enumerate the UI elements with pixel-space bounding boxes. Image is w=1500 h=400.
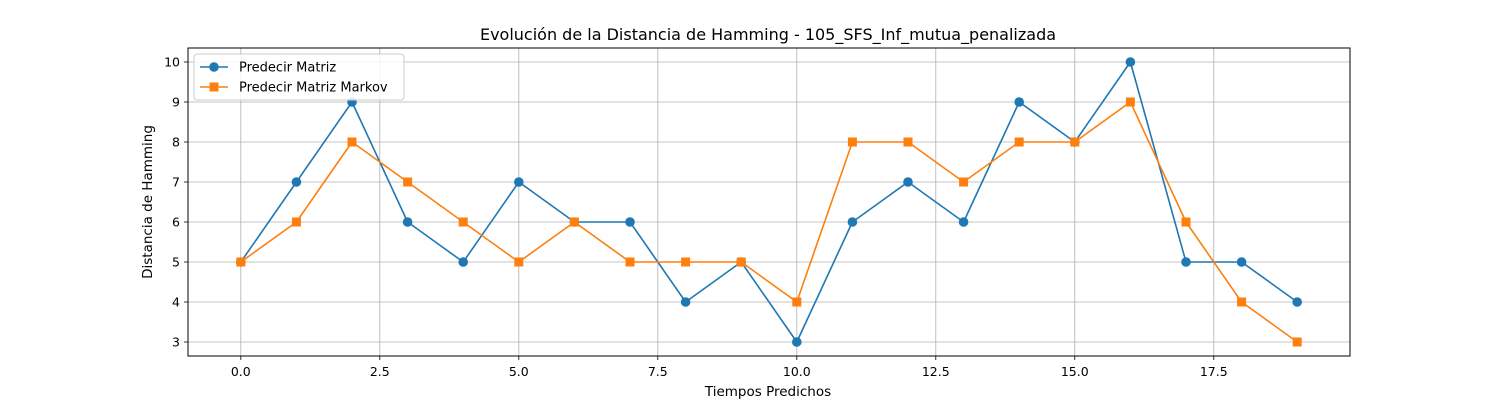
data-point [347,137,357,147]
x-tick-label: 17.5 [1200,364,1228,379]
y-tick-label: 5 [172,255,180,270]
data-point [514,257,524,267]
series-layer [236,57,1302,347]
x-tick-label: 5.0 [509,364,529,379]
data-point [736,257,746,267]
data-point [236,257,246,267]
y-tick-label: 6 [172,215,180,230]
data-point [847,217,858,227]
data-point [291,177,302,187]
data-point [1181,217,1191,227]
series-1 [236,57,1302,347]
y-axis-label: Distancia de Hamming [140,125,156,279]
axis-ticks: 0.0 2.5 5.0 7.5 10.0 12.5 15.0 17.5 3 4 5 6 7 8 9 10 [164,55,1228,380]
legend-marker [209,62,219,72]
data-point [1014,97,1024,107]
data-point [625,217,635,227]
chart-title: Evolución de la Distancia de Hamming - 1… [480,25,1056,45]
legend-item: Predecir Matriz [200,61,336,76]
x-axis-label: Tiempos Predichos [704,384,831,400]
x-tick-label: 12.5 [922,364,950,379]
series-2 [236,97,1302,347]
y-tick-label: 10 [164,55,180,70]
data-point [625,257,635,267]
data-point [458,257,469,267]
data-point [1125,57,1136,67]
data-point [791,337,802,347]
data-point [1125,97,1135,107]
data-point [1181,257,1191,267]
data-point [1070,137,1080,147]
data-point [1292,337,1302,347]
x-tick-label: 7.5 [648,364,668,379]
data-point [847,137,857,147]
legend-label: Predecir Matriz Markov [239,81,388,96]
data-point [1292,297,1302,307]
y-tick-label: 9 [172,95,180,110]
x-tick-label: 10.0 [783,364,811,379]
legend-box [193,53,405,101]
legend-marker [209,82,219,92]
data-point [402,217,413,227]
y-tick-label: 4 [172,295,180,310]
legend-item: Predecir Matriz Markov [200,81,388,96]
data-point [569,217,579,227]
series-line [240,101,1298,343]
y-tick-label: 8 [172,135,180,150]
x-tick-label: 2.5 [370,364,390,379]
y-tick-label: 3 [172,335,180,350]
legend-label: Predecir Matriz [239,61,336,76]
data-point [959,177,969,187]
data-point [958,217,969,227]
data-point [1236,257,1247,267]
data-point [680,297,691,307]
data-point [681,257,691,267]
series-line [240,61,1298,343]
data-point [514,177,524,187]
data-point [291,217,301,227]
data-point [903,137,913,147]
legend: Predecir Matriz Predecir Matriz Markov [193,53,405,101]
data-point [903,177,913,187]
x-tick-label: 0.0 [231,364,251,379]
data-point [1237,297,1247,307]
data-point [1014,137,1024,147]
data-point [792,297,802,307]
data-point [403,177,413,187]
data-point [458,217,468,227]
x-tick-label: 15.0 [1061,364,1089,379]
plot-frame [187,47,1351,357]
y-tick-label: 7 [172,175,180,190]
